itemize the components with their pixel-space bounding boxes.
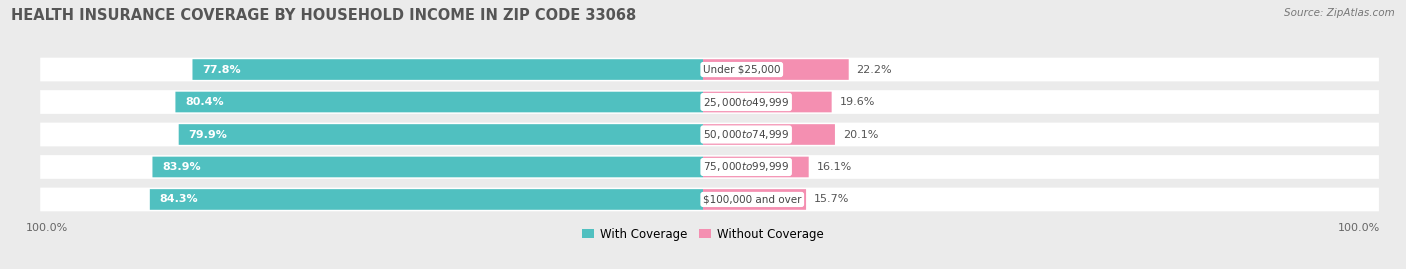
Text: 77.8%: 77.8%	[202, 65, 240, 75]
FancyBboxPatch shape	[41, 58, 1379, 82]
FancyBboxPatch shape	[703, 189, 806, 210]
Text: 84.3%: 84.3%	[160, 194, 198, 204]
Text: Source: ZipAtlas.com: Source: ZipAtlas.com	[1284, 8, 1395, 18]
Text: 83.9%: 83.9%	[162, 162, 201, 172]
FancyBboxPatch shape	[179, 124, 703, 145]
Text: 22.2%: 22.2%	[856, 65, 893, 75]
Text: $50,000 to $74,999: $50,000 to $74,999	[703, 128, 789, 141]
Text: Under $25,000: Under $25,000	[703, 65, 780, 75]
FancyBboxPatch shape	[41, 155, 1379, 179]
FancyBboxPatch shape	[41, 123, 1379, 146]
Text: $75,000 to $99,999: $75,000 to $99,999	[703, 161, 789, 174]
FancyBboxPatch shape	[41, 90, 1379, 114]
FancyBboxPatch shape	[193, 59, 703, 80]
FancyBboxPatch shape	[703, 92, 832, 112]
FancyBboxPatch shape	[152, 157, 703, 177]
Text: 20.1%: 20.1%	[842, 129, 879, 140]
FancyBboxPatch shape	[176, 92, 703, 112]
FancyBboxPatch shape	[703, 59, 849, 80]
Text: 16.1%: 16.1%	[817, 162, 852, 172]
FancyBboxPatch shape	[150, 189, 703, 210]
Text: 79.9%: 79.9%	[188, 129, 228, 140]
Text: $100,000 and over: $100,000 and over	[703, 194, 801, 204]
FancyBboxPatch shape	[703, 124, 835, 145]
Text: HEALTH INSURANCE COVERAGE BY HOUSEHOLD INCOME IN ZIP CODE 33068: HEALTH INSURANCE COVERAGE BY HOUSEHOLD I…	[11, 8, 637, 23]
Legend: With Coverage, Without Coverage: With Coverage, Without Coverage	[578, 223, 828, 246]
Text: 15.7%: 15.7%	[814, 194, 849, 204]
FancyBboxPatch shape	[703, 157, 808, 177]
Text: 80.4%: 80.4%	[186, 97, 224, 107]
Text: $25,000 to $49,999: $25,000 to $49,999	[703, 95, 789, 108]
Text: 19.6%: 19.6%	[839, 97, 875, 107]
FancyBboxPatch shape	[41, 187, 1379, 211]
